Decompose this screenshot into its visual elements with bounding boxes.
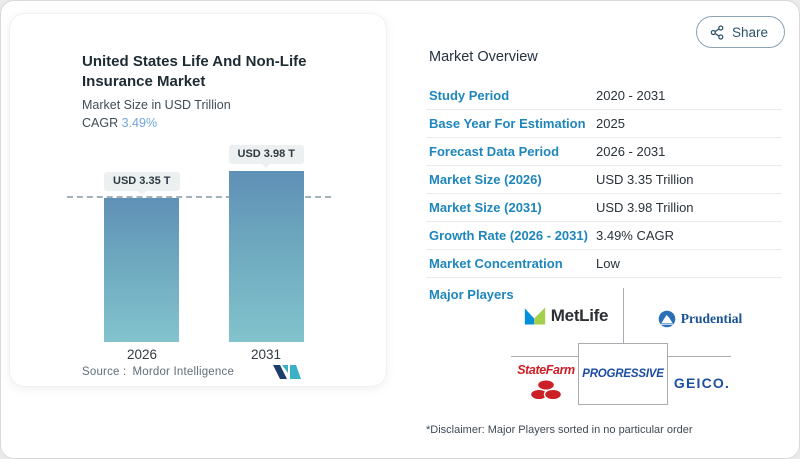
geico-wordmark: GEICO. bbox=[673, 375, 731, 391]
overview-table: Study Period 2020 - 2031 Base Year For E… bbox=[426, 82, 782, 308]
row-label: Forecast Data Period bbox=[429, 144, 560, 159]
statefarm-trioval-icon bbox=[528, 378, 564, 402]
progressive-logo: PROGRESSIVE bbox=[578, 343, 668, 405]
chart-header: United States Life And Non-Life Insuranc… bbox=[10, 14, 386, 130]
prudential-logo-icon bbox=[658, 310, 676, 328]
reference-dashed-line bbox=[67, 196, 331, 198]
row-market-size-2026: Market Size (2026) USD 3.35 Trillion bbox=[426, 166, 782, 194]
x-tick-2031: 2031 bbox=[250, 347, 282, 362]
share-button[interactable]: Share bbox=[695, 16, 785, 48]
row-growth-rate: Growth Rate (2026 - 2031) 3.49% CAGR bbox=[426, 222, 782, 250]
row-value: 2026 - 2031 bbox=[596, 144, 666, 159]
source-label: Source : bbox=[82, 366, 127, 378]
row-label: Base Year For Estimation bbox=[429, 116, 586, 131]
progressive-wordmark: PROGRESSIVE bbox=[582, 368, 664, 380]
statefarm-logo: StateFarm bbox=[513, 359, 579, 405]
row-label: Market Size (2031) bbox=[429, 200, 542, 215]
source-text: Source : Mordor Intelligence bbox=[82, 366, 234, 378]
prudential-wordmark: Prudential bbox=[680, 311, 743, 326]
market-overview-panel: Market Overview Study Period 2020 - 2031… bbox=[426, 41, 782, 308]
chart-title: United States Life And Non-Life Insuranc… bbox=[82, 53, 307, 90]
row-forecast-period: Forecast Data Period 2026 - 2031 bbox=[426, 138, 782, 166]
connector-line-right bbox=[668, 356, 731, 357]
row-label: Market Concentration bbox=[429, 256, 563, 271]
statefarm-wordmark: StateFarm bbox=[517, 362, 575, 377]
connector-line-left bbox=[511, 356, 578, 357]
share-icon bbox=[710, 24, 725, 40]
x-axis: 2026 2031 bbox=[49, 347, 359, 362]
prudential-logo: Prudential bbox=[644, 306, 756, 332]
row-value: USD 3.35 Trillion bbox=[596, 172, 694, 187]
overview-heading: Market Overview bbox=[429, 49, 538, 65]
row-label: Study Period bbox=[429, 88, 510, 103]
metlife-wordmark: MetLife bbox=[550, 306, 609, 325]
connector-line-vertical bbox=[623, 288, 624, 343]
bar-group-2031: USD 3.98 T bbox=[228, 145, 304, 342]
row-market-concentration: Market Concentration Low bbox=[426, 250, 782, 278]
bar-2026[interactable] bbox=[104, 198, 180, 342]
chart-cagr-line: CAGR 3.49% bbox=[82, 116, 362, 130]
row-major-players: Major Players bbox=[426, 278, 782, 308]
mordor-intelligence-logo-icon bbox=[272, 364, 302, 385]
metlife-logo-icon bbox=[524, 305, 546, 327]
row-label: Market Size (2026) bbox=[429, 172, 542, 187]
bar-2031[interactable] bbox=[228, 171, 304, 342]
source-row: Source : Mordor Intelligence bbox=[82, 365, 362, 379]
row-value: 2025 bbox=[596, 116, 625, 131]
bar-group-2026: USD 3.35 T bbox=[104, 172, 180, 342]
row-value: Low bbox=[596, 256, 620, 271]
share-label: Share bbox=[731, 24, 768, 40]
metlife-logo: MetLife bbox=[516, 298, 616, 334]
bar-value-label-2026: USD 3.35 T bbox=[104, 172, 180, 195]
major-players-label: Major Players bbox=[429, 287, 514, 302]
row-study-period: Study Period 2020 - 2031 bbox=[426, 82, 782, 110]
cagr-value: 3.49% bbox=[121, 116, 158, 130]
source-value: Mordor Intelligence bbox=[132, 366, 235, 378]
row-market-size-2031: Market Size (2031) USD 3.98 Trillion bbox=[426, 194, 782, 222]
disclaimer-text: *Disclaimer: Major Players sorted in no … bbox=[426, 424, 693, 436]
row-value: 3.49% CAGR bbox=[596, 228, 675, 243]
major-players-diagram: MetLife Prudential StateFarm bbox=[506, 281, 761, 411]
bar-chart: USD 3.35 T USD 3.98 T bbox=[49, 144, 359, 342]
chart-subtitle: Market Size in USD Trillion bbox=[82, 98, 231, 112]
row-value: 2020 - 2031 bbox=[596, 88, 666, 103]
row-label: Growth Rate (2026 - 2031) bbox=[429, 228, 588, 243]
cagr-label: CAGR bbox=[82, 116, 119, 130]
x-tick-2026: 2026 bbox=[126, 347, 158, 362]
bar-value-label-2031: USD 3.98 T bbox=[228, 145, 304, 168]
row-value: USD 3.98 Trillion bbox=[596, 200, 694, 215]
row-base-year: Base Year For Estimation 2025 bbox=[426, 110, 782, 138]
geico-logo: GEICO. bbox=[669, 373, 735, 393]
chart-card: United States Life And Non-Life Insuranc… bbox=[9, 13, 387, 387]
